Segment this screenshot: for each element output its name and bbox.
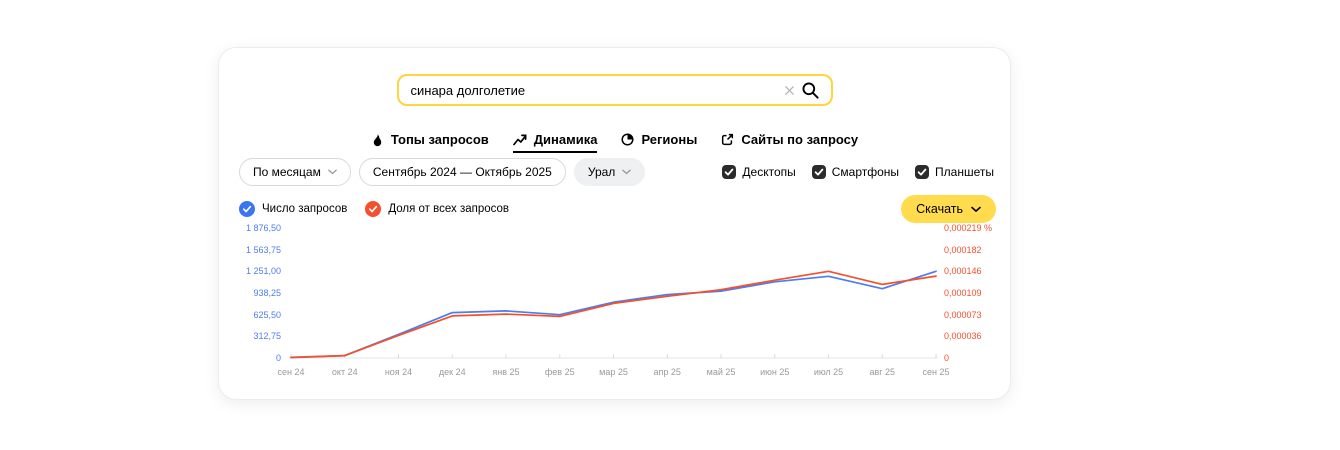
- chart-canvas: [289, 270, 938, 359]
- clear-search-icon[interactable]: [781, 82, 798, 99]
- chart-plot: [289, 226, 938, 359]
- filters-row: По месяцам Сентябрь 2024 — Октябрь 2025 …: [239, 158, 994, 186]
- chevron-down-icon: [971, 206, 981, 213]
- axis-tick-label: 938,25: [253, 288, 281, 298]
- tab-label: Динамика: [533, 132, 598, 147]
- x-axis-labels: сен 24 окт 24 ноя 24 дек 24 янв 25 фев 25 мар …: [278, 359, 950, 389]
- x-axis-label: июл 25: [813, 367, 844, 377]
- y-axis-right: 0,000219 % 0,000182 0,000146 0,000109 0,0000…: [944, 223, 1000, 363]
- tab-dynamics[interactable]: Динамика: [512, 132, 598, 153]
- chevron-down-icon: [328, 169, 337, 175]
- tab-sites[interactable]: Сайты по запросу: [721, 132, 858, 153]
- date-range-value: Сентябрь 2024 — Октябрь 2025: [372, 165, 552, 179]
- legend-item-share[interactable]: Доля от всех запросов: [365, 201, 509, 217]
- axis-tick-label: 0: [275, 353, 281, 363]
- tab-top-queries[interactable]: Топы запросов: [371, 132, 489, 153]
- x-axis-label: окт 24: [331, 367, 358, 377]
- checkbox-checked-icon: [915, 165, 930, 179]
- x-axis-label: дек 24: [438, 367, 466, 377]
- grouping-value: По месяцам: [253, 165, 321, 179]
- y-axis-left: 1 876,50 1 563,75 1 251,00 938,25 625,50 312,…: [233, 223, 281, 363]
- axis-tick-label: 0,000073: [944, 309, 982, 320]
- chart: 1 876,50 1 563,75 1 251,00 938,25 625,50 312,…: [233, 220, 1000, 389]
- download-label: Скачать: [916, 202, 963, 216]
- search-icon[interactable]: [798, 78, 823, 103]
- axis-tick-label: 0,000146: [944, 266, 982, 277]
- tab-regions[interactable]: Регионы: [621, 132, 697, 153]
- x-axis-label: сен 25: [922, 367, 950, 377]
- axis-tick-label: 312,75: [253, 331, 281, 342]
- date-range-select[interactable]: Сентябрь 2024 — Октябрь 2025: [358, 158, 566, 186]
- trend-icon: [512, 134, 527, 146]
- check-circle-icon: [239, 201, 255, 217]
- legend-label: Доля от всех запросов: [388, 203, 510, 215]
- x-axis-label: апр 25: [653, 367, 681, 377]
- axis-tick-label: 0,000036: [944, 331, 982, 342]
- region-value: Урал: [587, 165, 616, 179]
- checkbox-checked-icon: [722, 165, 737, 179]
- checkbox-label: Десктопы: [742, 165, 796, 179]
- search-box: [396, 74, 833, 106]
- grouping-select[interactable]: По месяцам: [239, 158, 351, 186]
- checkbox-tablets[interactable]: Планшеты: [915, 165, 994, 179]
- globe-icon: [621, 133, 634, 146]
- x-axis-label: авг 25: [869, 367, 896, 377]
- tab-label: Сайты по запросу: [741, 132, 859, 147]
- chevron-down-icon: [622, 169, 632, 175]
- checkbox-label: Смартфоны: [831, 165, 900, 179]
- x-axis-label: янв 25: [492, 367, 520, 377]
- tab-bar: Топы запросов Динамика Регионы Сайты по …: [219, 132, 1010, 153]
- legend-label: Число запросов: [262, 203, 348, 215]
- device-filters: Десктопы Смартфоны Планшеты: [722, 165, 994, 179]
- x-axis-label: ноя 24: [384, 367, 413, 377]
- x-axis-label: сен 24: [277, 367, 305, 377]
- checkbox-label: Планшеты: [935, 165, 994, 179]
- wordstat-panel: Топы запросов Динамика Регионы Сайты по …: [218, 47, 1011, 400]
- checkbox-smartphones[interactable]: Смартфоны: [811, 165, 900, 179]
- legend-row: Число запросов Доля от всех запросов Ска…: [239, 195, 996, 223]
- axis-tick-label: 0,000109: [944, 288, 982, 298]
- tab-label: Регионы: [641, 132, 698, 147]
- axis-tick-label: 0,000182: [944, 244, 982, 255]
- x-axis-label: мар 25: [599, 367, 628, 377]
- external-link-icon: [721, 133, 734, 146]
- region-select[interactable]: Урал: [573, 158, 646, 186]
- axis-tick-label: 1 251,00: [245, 266, 281, 277]
- tab-label: Топы запросов: [390, 132, 489, 147]
- axis-tick-label: 0: [944, 353, 950, 363]
- x-axis-label: июн 25: [760, 367, 790, 377]
- axis-tick-label: 0,000219 %: [944, 223, 993, 233]
- axis-tick-label: 1 876,50: [245, 223, 281, 233]
- check-circle-icon: [365, 201, 382, 217]
- legend-item-queries[interactable]: Число запросов: [239, 201, 347, 217]
- fire-icon: [371, 133, 384, 147]
- checkbox-checked-icon: [811, 165, 826, 179]
- axis-tick-label: 1 563,75: [245, 244, 281, 255]
- axis-tick-label: 625,50: [253, 309, 281, 320]
- download-button[interactable]: Скачать: [901, 195, 996, 223]
- x-axis-label: фев 25: [544, 367, 575, 377]
- search-input[interactable]: [410, 82, 781, 98]
- x-axis-label: май 25: [706, 367, 736, 377]
- checkbox-desktops[interactable]: Десктопы: [722, 165, 796, 179]
